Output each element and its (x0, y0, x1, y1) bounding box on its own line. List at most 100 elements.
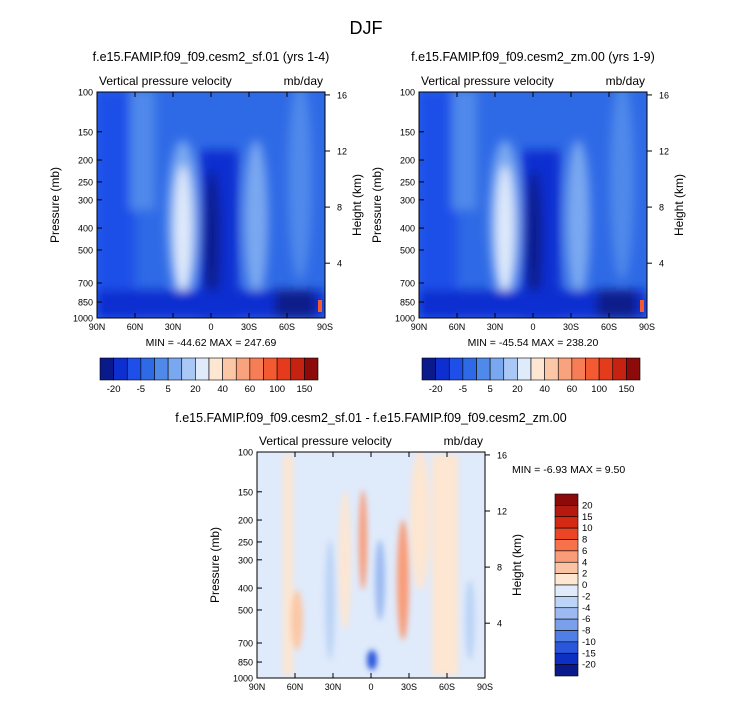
panel-1-xtick-label: 90S (317, 322, 333, 332)
panel-1-colorbar-box (113, 357, 128, 381)
panel-1-ytick-label: 150 (78, 127, 93, 137)
panel-1-xtick-label: 30S (241, 322, 257, 332)
panel-1-minmax: MIN = -44.62 MAX = 247.69 (146, 337, 277, 349)
panel-diff-ytick-label: 700 (238, 638, 253, 648)
panel-diff-colorbar-box (554, 664, 579, 677)
panel-1-colorbar: -20 -5 5 20 40 60 100 150 (99, 357, 319, 395)
panel-2-y2tick-label: 4 (659, 259, 664, 269)
panel-1-colorbar-box (140, 357, 155, 381)
panel-diff-minmax: MIN = -6.93 MAX = 9.50 (512, 464, 625, 476)
panel-2-colorbar-label: 150 (618, 384, 634, 395)
panel-diff-colorbar-label: 8 (582, 535, 587, 546)
panel-decorations: f.e15.FAMIP.f09_f09.cesm2_sf.01 (yrs 1-4… (48, 50, 686, 692)
panel-2-subtitle-left: Vertical pressure velocity (421, 74, 554, 88)
panel-2-xtick-label: 60S (601, 322, 617, 332)
panel-2-y2tick-label: 16 (659, 90, 669, 100)
panel-diff-title: f.e15.FAMIP.f09_f09.cesm2_sf.01 - f.e15.… (175, 411, 566, 425)
panel-2-colorbar-label: -5 (459, 384, 467, 395)
panel-2-ytick-label: 100 (400, 88, 415, 98)
panel-2-colorbar-label: 60 (567, 384, 578, 395)
panel-diff-colorbar-box (554, 607, 579, 620)
panel-2-xtick-label: 90S (639, 322, 655, 332)
panel-2-colorbar-label: -20 (429, 384, 443, 395)
panel-diff-xtick-label: 0 (368, 682, 373, 692)
panel-1-colorbar-box (304, 357, 319, 381)
panel-diff-xtick-label: 90S (477, 682, 493, 692)
panel-diff-ytick-label: 250 (238, 537, 253, 547)
panel-diff-colorbar-label: 20 (582, 500, 593, 511)
panel-2-xtick-label: 90N (411, 322, 428, 332)
panel-1-colorbar-label: 60 (245, 384, 256, 395)
panel-diff-colorbar-box (554, 630, 579, 643)
panel-diff-ytick-label: 500 (238, 605, 253, 615)
panel-diff-colorbar-label: -20 (582, 660, 596, 671)
panel-2-colorbar: -20 -5 5 20 40 60 100 150 (421, 357, 641, 395)
panel-2-colorbar-box (557, 357, 573, 381)
panel-2-ytick-label: 500 (400, 245, 415, 255)
panel-diff-xtick-label: 60S (439, 682, 455, 692)
panel-1-ytick-label: 200 (78, 156, 93, 166)
panel-1-subtitle-right: mb/day (284, 74, 323, 88)
panel-2-ytick-label: 200 (400, 156, 415, 166)
panel-2-y2label: Height (km) (672, 174, 686, 236)
panel-1-colorbar-box (126, 357, 142, 381)
panel-2-xtick-label: 30S (563, 322, 579, 332)
panel-1-xtick-label: 90N (89, 322, 106, 332)
panel-diff-y2tick-label: 12 (497, 507, 507, 517)
panel-diff-ytick-label: 1000 (233, 674, 253, 684)
panel-2-colorbar-box (626, 357, 641, 381)
panel-diff-field (257, 452, 485, 678)
panel-1-colorbar-box (195, 357, 210, 381)
panel-2-colorbar-box (517, 357, 532, 381)
panel-diff-xtick-label: 90N (249, 682, 266, 692)
panel-diff-colorbar-box (554, 493, 579, 506)
panel-diff-colorbar-label: 15 (582, 512, 593, 523)
panel-2-colorbar-box (435, 357, 450, 381)
panel-2-colorbar-box (448, 357, 464, 381)
panel-diff-colorbar-label: -15 (582, 648, 596, 659)
panel-2-colorbar-box (598, 357, 614, 381)
panel-2-xtick-label: 30N (487, 322, 504, 332)
panel-1-colorbar-box (208, 357, 223, 381)
panel-1-ylabel: Pressure (mb) (48, 167, 62, 243)
panel-1-ytick-label: 850 (78, 298, 93, 308)
panel-1-colorbar-box (235, 357, 251, 381)
panel-2-colorbar-label: 40 (539, 384, 550, 395)
panel-1-ytick-label: 700 (78, 278, 93, 288)
panel-diff-xtick-label: 30S (401, 682, 417, 692)
panel-diff-colorbar-box (554, 641, 579, 654)
panel-1-colorbar-label: -5 (137, 384, 145, 395)
panel-diff-xtick-label: 30N (325, 682, 342, 692)
panel-diff-colorbar-label: -8 (582, 626, 590, 637)
panel-diff-colorbar-box (554, 516, 579, 529)
panel-2-colorbar-box (476, 357, 491, 381)
panel-1-xtick-label: 60N (127, 322, 144, 332)
panel-2-ytick-label: 400 (400, 224, 415, 234)
panel-2-y2tick-label: 8 (659, 203, 664, 213)
panel-1-y2tick-label: 12 (337, 147, 347, 157)
panel-2-colorbar-label: 20 (512, 384, 523, 395)
panel-2-colorbar-label: 100 (591, 384, 607, 395)
panel-diff-ytick-label: 400 (238, 584, 253, 594)
panel-diff-ytick-label: 100 (238, 448, 253, 458)
panel-diff-colorbar-box (554, 652, 579, 665)
panel-1-y2tick-label: 8 (337, 203, 342, 213)
panel-diff-colorbar-label: 4 (582, 557, 587, 568)
panel-2-xtick-label: 0 (530, 322, 535, 332)
panel-diff-colorbar-label: -6 (582, 614, 590, 625)
panel-1-colorbar-box (181, 357, 196, 381)
panel-2-ytick-label: 1000 (395, 314, 415, 324)
panel-2-colorbar-box (462, 357, 477, 381)
panel-2-title: f.e15.FAMIP.f09_f09.cesm2_zm.00 (yrs 1-9… (411, 50, 655, 64)
panel-2-ylabel: Pressure (mb) (370, 167, 384, 243)
panel-1-xtick-label: 30N (165, 322, 182, 332)
panel-2: f.e15.FAMIP.f09_f09.cesm2_zm.00 (yrs 1-9… (370, 50, 686, 395)
panel-2-ytick-label: 250 (400, 177, 415, 187)
panel-2-ytick-label: 300 (400, 195, 415, 205)
panel-1-colorbar-box (154, 357, 169, 381)
panel-diff-ytick-label: 300 (238, 555, 253, 565)
panel-2-colorbar-box (585, 357, 600, 381)
panel-diff-colorbar-label: 10 (582, 523, 593, 534)
panel-1-title: f.e15.FAMIP.f09_f09.cesm2_sf.01 (yrs 1-4… (93, 50, 330, 64)
